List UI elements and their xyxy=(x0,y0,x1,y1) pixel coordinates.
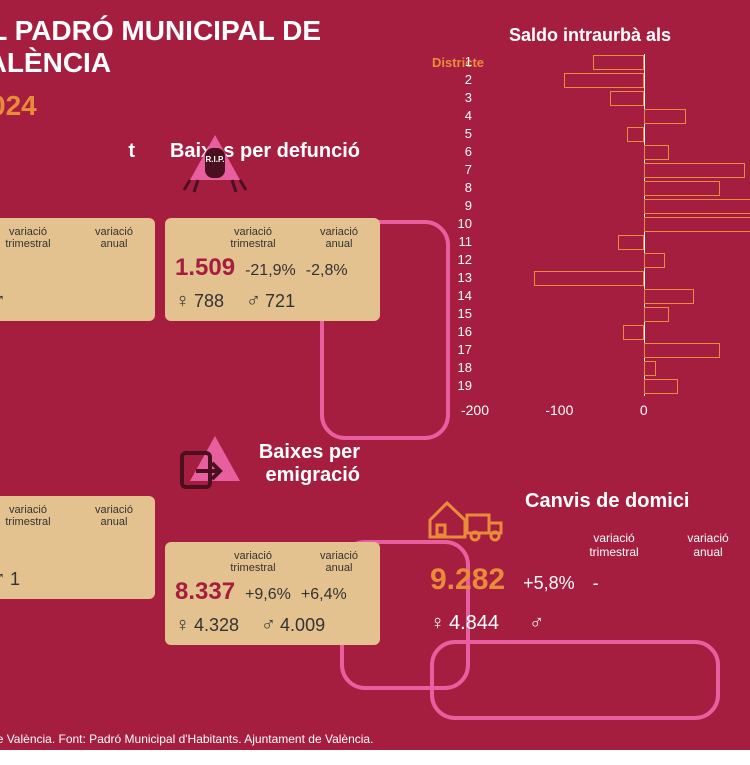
district-label: 5 xyxy=(450,126,472,141)
svg-text:R.I.P.: R.I.P. xyxy=(206,155,225,164)
deco-line-3 xyxy=(430,640,720,720)
district-label: 15 xyxy=(450,306,472,321)
footer-source: ent de València. Font: Padró Municipal d… xyxy=(0,732,373,746)
district-label: 16 xyxy=(450,324,472,339)
district-label: 2 xyxy=(450,72,472,87)
chart-bar xyxy=(644,289,695,304)
house-truck-icon xyxy=(425,485,505,545)
chart-bar xyxy=(644,199,750,214)
card-defuncio: R.I.P. Baixes per defunció variació trim… xyxy=(165,140,380,321)
district-label: 18 xyxy=(450,360,472,375)
district-label: 4 xyxy=(450,108,472,123)
chart-bar xyxy=(534,271,644,286)
chart-bar xyxy=(593,55,644,70)
card-title: t xyxy=(0,140,155,163)
chart-bar xyxy=(644,379,678,394)
card-panel: variació trimestralvariació anual 8.337 … xyxy=(165,542,380,645)
domicili-title: Canvis de domici xyxy=(525,490,740,513)
chart-bar xyxy=(644,163,745,178)
domicili-value: 9.282 xyxy=(430,563,505,597)
card-panel: variació trimestralvariació anual ó ♀ ♂1 xyxy=(0,496,155,599)
chart-bar xyxy=(644,181,720,196)
district-label: 17 xyxy=(450,342,472,357)
chart-bar xyxy=(644,343,720,358)
district-label: 11 xyxy=(450,234,472,249)
xtick: -200 xyxy=(461,402,489,418)
card-panel: variació trimestralvariació anual ó % ♀ … xyxy=(0,218,155,321)
card-emigracio: Baixes per emigració variació trimestral… xyxy=(165,441,380,645)
district-label: 10 xyxy=(450,216,472,231)
district-label: 7 xyxy=(450,162,472,177)
chart-bar xyxy=(564,73,644,88)
district-label: 9 xyxy=(450,198,472,213)
chart-bar xyxy=(644,145,669,160)
chart-xaxis: -200-1000 xyxy=(475,400,750,420)
period-year: 024 xyxy=(0,90,37,122)
saldo-chart: Saldo intraurbà als Districte 1234567891… xyxy=(430,25,750,420)
district-label: 1 xyxy=(450,54,472,69)
district-label: 6 xyxy=(450,144,472,159)
chart-bar xyxy=(644,253,665,268)
card-panel: variació trimestralvariació anual 1.509 … xyxy=(165,218,380,321)
chart-plot: 12345678910111213141516171819 xyxy=(475,54,750,400)
chart-title: Saldo intraurbà als xyxy=(430,25,750,46)
district-label: 13 xyxy=(450,270,472,285)
page-title: AL PADRÓ MUNICIPAL DE VALÈNCIA xyxy=(0,15,390,79)
card-immigracio: variació trimestralvariació anual ó ♀ ♂1 xyxy=(0,441,155,645)
card-naixement: t variació trimestralvariació anual ó % … xyxy=(0,140,155,321)
card-value: 1.509 xyxy=(175,254,235,282)
district-label: 19 xyxy=(450,378,472,393)
out-arrow-icon xyxy=(170,431,260,501)
chart-bar xyxy=(644,307,669,322)
district-label: 3 xyxy=(450,90,472,105)
domicili-block: Canvis de domici variació trimestralvari… xyxy=(430,490,740,635)
chart-bar xyxy=(644,361,657,376)
chart-bar xyxy=(644,109,686,124)
xtick: 0 xyxy=(640,402,648,418)
cards-grid: t variació trimestralvariació anual ó % … xyxy=(0,140,380,765)
chart-bar xyxy=(623,325,644,340)
chart-bar xyxy=(644,217,750,232)
district-label: 14 xyxy=(450,288,472,303)
district-label: 8 xyxy=(450,180,472,195)
chart-bar xyxy=(618,235,643,250)
district-label: 12 xyxy=(450,252,472,267)
rip-icon: R.I.P. xyxy=(170,130,260,200)
chart-bar xyxy=(610,91,644,106)
chart-bar xyxy=(627,127,644,142)
card-value: 8.337 xyxy=(175,578,235,606)
xtick: -100 xyxy=(545,402,573,418)
